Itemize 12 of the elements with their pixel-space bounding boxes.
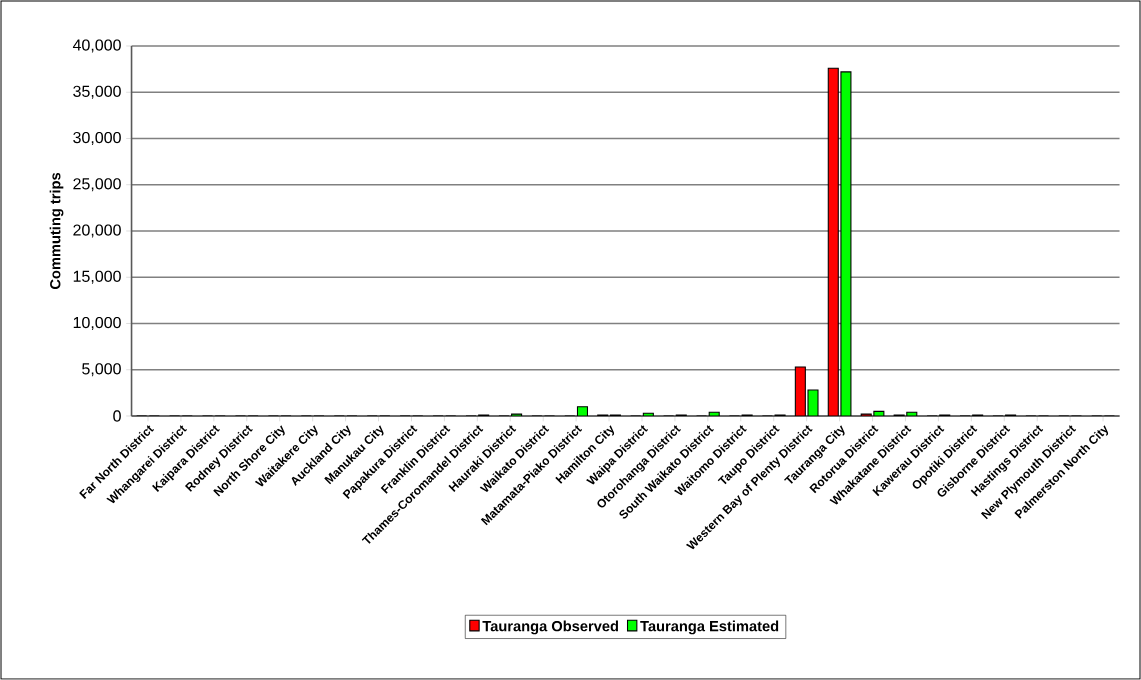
y-tick-label: 10,000 bbox=[73, 316, 121, 331]
y-tick-label: 40,000 bbox=[72, 39, 121, 53]
y-axis-title: Commuting trips bbox=[49, 172, 64, 290]
y-tick-label: 35,000 bbox=[73, 85, 121, 99]
y-tick-label: 25,000 bbox=[73, 178, 121, 192]
legend-label: Tauranga Observed bbox=[482, 620, 618, 635]
y-tick-label: 15,000 bbox=[73, 270, 121, 284]
y-tick-label: 5,000 bbox=[82, 363, 121, 377]
y-tick-label: 30,000 bbox=[73, 131, 121, 146]
y-tick-label: 20,000 bbox=[73, 224, 121, 238]
y-tick-label: 0 bbox=[113, 410, 121, 422]
legend-label: Tauranga Estimated bbox=[640, 620, 779, 635]
